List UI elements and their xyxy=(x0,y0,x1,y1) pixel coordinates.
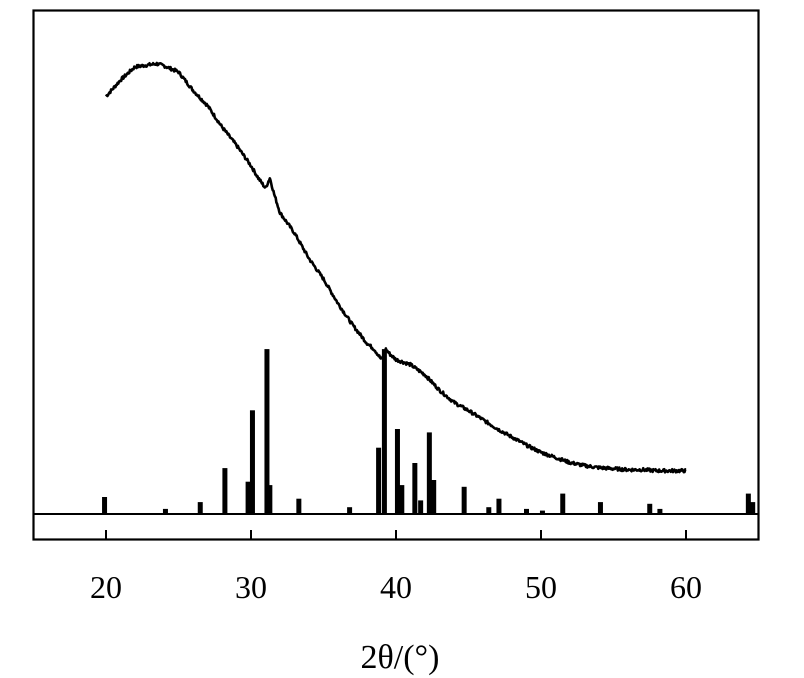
reference-bar xyxy=(597,502,603,514)
reference-bar xyxy=(249,410,255,514)
x-tick-label: 30 xyxy=(235,569,267,605)
reference-bar xyxy=(264,349,270,514)
x-tick-label: 20 xyxy=(90,569,122,605)
reference-bar xyxy=(750,502,756,514)
reference-bar xyxy=(162,508,168,514)
x-tick-label: 40 xyxy=(380,569,412,605)
reference-bar xyxy=(426,432,432,514)
reference-bar xyxy=(486,507,492,514)
reference-bar xyxy=(461,486,467,514)
reference-bar xyxy=(745,493,751,514)
reference-bar xyxy=(496,498,502,514)
reference-bar xyxy=(102,497,108,514)
reference-bar xyxy=(431,480,437,514)
reference-bar xyxy=(657,508,663,514)
reference-bar xyxy=(197,502,203,514)
reference-bar xyxy=(267,485,273,514)
reference-bar xyxy=(222,468,228,514)
reference-bar xyxy=(539,510,545,514)
reference-bar xyxy=(394,429,400,514)
reference-bar xyxy=(296,498,302,514)
reference-bar xyxy=(376,447,382,514)
xrd-curve xyxy=(104,61,687,474)
reference-bar xyxy=(399,485,405,514)
reference-bar xyxy=(560,493,566,514)
x-axis-ticks: 20 30 40 50 60 xyxy=(90,530,702,605)
x-tick-label: 60 xyxy=(670,569,702,605)
x-axis-title: 2θ/(°) xyxy=(361,639,440,676)
reference-bars xyxy=(102,349,756,514)
reference-bar xyxy=(412,463,418,514)
reference-bar xyxy=(418,500,424,514)
reference-bar xyxy=(347,507,353,514)
reference-bar xyxy=(381,349,387,514)
reference-bar xyxy=(647,503,653,514)
reference-bar xyxy=(524,508,529,514)
reference-bar xyxy=(245,481,251,514)
x-tick-label: 50 xyxy=(525,569,557,605)
